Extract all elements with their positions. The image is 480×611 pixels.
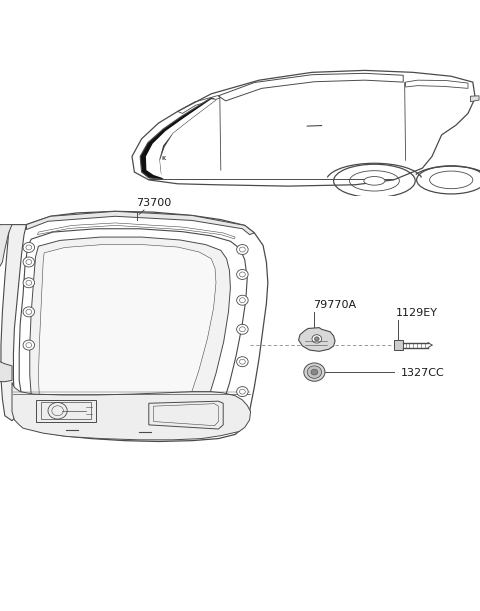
Circle shape [237,269,248,279]
Polygon shape [0,362,12,382]
Polygon shape [26,211,254,235]
Polygon shape [38,244,216,419]
Polygon shape [0,225,12,266]
Circle shape [237,244,248,255]
Circle shape [314,337,319,341]
Circle shape [23,257,35,267]
Text: K: K [161,156,165,161]
Polygon shape [12,382,251,440]
Polygon shape [30,237,230,423]
Polygon shape [1,225,26,421]
Circle shape [23,278,35,288]
Circle shape [307,366,322,378]
Text: 1129EY: 1129EY [396,308,438,318]
Circle shape [364,177,385,185]
Circle shape [237,295,248,306]
Circle shape [23,307,35,317]
Circle shape [311,369,318,375]
Circle shape [237,387,248,397]
Polygon shape [299,327,335,351]
Text: 73700: 73700 [136,198,171,208]
Text: 79770A: 79770A [313,300,356,310]
Polygon shape [394,340,403,350]
Circle shape [237,357,248,367]
Polygon shape [140,98,216,180]
Polygon shape [470,96,479,101]
Polygon shape [146,99,216,178]
Circle shape [304,363,325,381]
Circle shape [23,340,35,350]
Text: 1327CC: 1327CC [401,368,444,378]
Circle shape [23,243,35,252]
Circle shape [312,335,322,343]
Circle shape [237,324,248,334]
